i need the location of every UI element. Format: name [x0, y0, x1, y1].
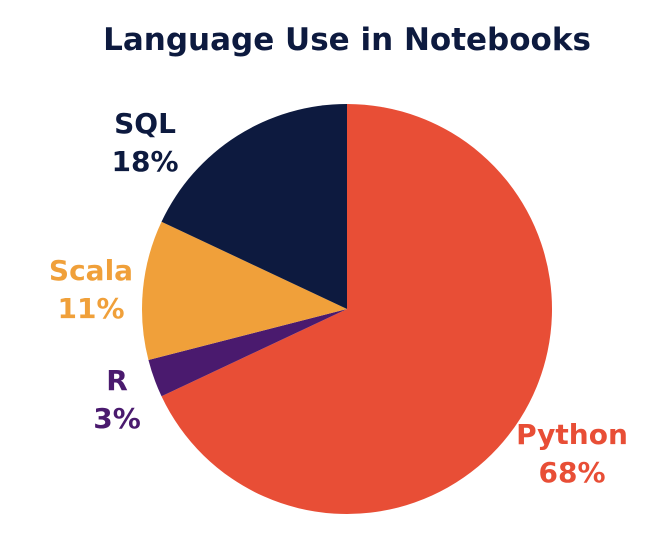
slice-label-scala: Scala [49, 254, 133, 287]
pie-slice-python [161, 104, 553, 514]
pie-slices [142, 104, 553, 514]
chart-title: Language Use in Notebooks [103, 22, 591, 58]
slice-value-r: 3% [93, 402, 141, 435]
slice-labels: Python 68% R 3% Scala 11% SQL 18% [49, 107, 628, 489]
slice-label-python: Python [516, 418, 628, 451]
slice-value-python: 68% [538, 456, 605, 489]
slice-label-r: R [106, 364, 128, 397]
pie-slice-scala [142, 221, 347, 360]
pie-slice-r [148, 309, 347, 397]
slice-label-sql: SQL [114, 107, 176, 140]
slice-value-scala: 11% [57, 292, 124, 325]
slice-value-sql: 18% [111, 145, 178, 178]
pie-slice-sql [161, 104, 347, 309]
